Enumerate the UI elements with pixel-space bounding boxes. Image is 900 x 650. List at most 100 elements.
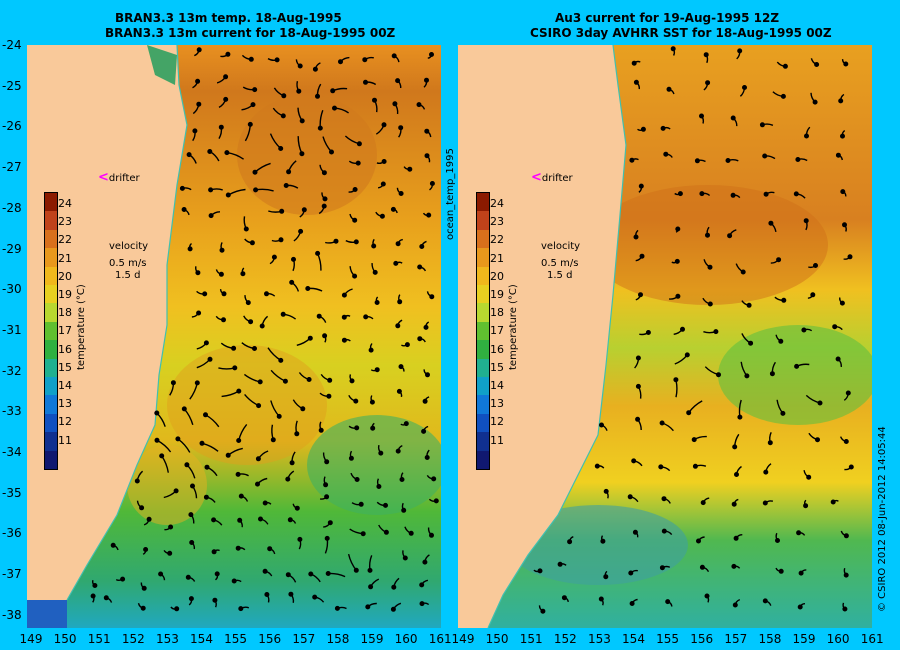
current-vector-head (195, 270, 201, 276)
longitude-tick-label: 160 (394, 632, 418, 646)
current-vector-head (294, 505, 300, 511)
current-vector-head (843, 533, 849, 539)
current-vector-head (424, 455, 430, 461)
current-vector-head (188, 512, 194, 518)
current-vector-head (291, 256, 297, 262)
current-vector-head (398, 125, 404, 131)
current-vector-head (732, 444, 738, 450)
current-vector-head (287, 517, 293, 523)
current-vector-head (181, 206, 187, 212)
current-vector-head (299, 151, 305, 157)
colorbar-segment (45, 340, 57, 360)
left-temperature-field (27, 45, 441, 628)
ocean-temp-label: ocean_temp_1995 (445, 148, 456, 240)
current-vector-head (322, 333, 328, 339)
current-vector-head (707, 264, 713, 270)
current-vector-head (301, 207, 307, 213)
current-vector-head (158, 571, 164, 577)
copyright-text: © CSIRO 2012 08-Jun-2012 14:05:44 (877, 426, 888, 612)
current-vector-head (812, 99, 818, 105)
current-vector-head (767, 440, 773, 446)
left-current-vectors (90, 47, 439, 612)
colorbar-tick-label: 11 (58, 433, 72, 447)
colorbar-tick-label: 14 (490, 379, 504, 392)
latitude-tick-label: -30 (2, 282, 22, 297)
current-vector-head (401, 507, 407, 513)
colorbar-label: temperature (°C) (76, 284, 87, 370)
colorbar-tick-label: 21 (490, 251, 504, 265)
current-vector-head (425, 372, 431, 378)
current-vector-head (737, 414, 743, 420)
current-vector-head (325, 571, 331, 577)
current-vector-head (666, 86, 672, 92)
current-vector-head (733, 535, 739, 541)
current-vector-head (306, 377, 312, 383)
current-vector-head (731, 501, 737, 507)
current-vector-head (220, 317, 226, 323)
colorbar-segment (477, 211, 489, 231)
current-vector-head (90, 593, 96, 599)
current-vector-head (280, 113, 286, 119)
current-vector-head (288, 591, 294, 597)
latitude-tick-label: -31 (2, 322, 22, 337)
current-vector-head (732, 602, 738, 608)
current-vector-head (279, 208, 285, 214)
longitude-tick-label: 155 (656, 632, 680, 646)
colorbar-segment (45, 377, 57, 396)
right-land-mass (458, 45, 626, 628)
colorbar-segment (477, 303, 489, 323)
current-vector-head (730, 192, 736, 198)
current-vector-head (285, 476, 291, 482)
current-vector-head (263, 291, 269, 297)
current-vector-head (368, 584, 374, 590)
current-vector-head (174, 606, 180, 612)
current-vector-head (843, 439, 849, 445)
current-vector-head (737, 48, 743, 54)
current-vector-head (154, 410, 160, 416)
current-vector-head (326, 393, 332, 399)
current-vector-head (540, 608, 546, 614)
current-vector-head (170, 380, 176, 386)
current-vector-head (362, 57, 368, 63)
current-vector-head (835, 152, 841, 158)
drifter-marker-left: <drifter (98, 170, 140, 185)
current-vector-head (594, 463, 600, 469)
current-vector-head (181, 406, 187, 412)
current-vector-head (211, 517, 217, 523)
current-vector-head (429, 532, 435, 538)
current-vector-head (734, 472, 740, 478)
current-vector-head (796, 530, 802, 536)
current-vector-head (378, 450, 384, 456)
current-vector-head (398, 364, 404, 370)
current-vector-head (323, 482, 329, 488)
current-vector-head (645, 330, 651, 336)
current-vector-head (159, 453, 165, 459)
current-vector-head (224, 150, 230, 156)
longitude-tick-label: 159 (360, 632, 384, 646)
latitude-tick-label: -37 (2, 567, 22, 582)
current-vector-head (257, 516, 263, 522)
current-vector-head (426, 212, 432, 218)
current-vector-head (208, 187, 214, 193)
current-vector-head (199, 440, 205, 446)
left-title-line2: BRAN3.3 13m current for 18-Aug-1995 00Z (105, 26, 396, 40)
colorbar-segment (45, 266, 57, 286)
current-vector-head (189, 540, 195, 546)
longitude-tick-label: 149 (19, 632, 43, 646)
colorbar-tick-label: 13 (490, 397, 504, 411)
current-vector-head (211, 549, 217, 555)
current-vector-head (716, 372, 722, 378)
current-vector-head (780, 410, 786, 416)
colorbar-tick-label: 12 (490, 415, 504, 429)
current-vector-head (419, 582, 425, 588)
current-vector-head (252, 87, 258, 93)
current-vector-head (194, 380, 200, 386)
current-vector-head (202, 412, 208, 418)
current-vector-head (324, 535, 330, 541)
current-vector-head (271, 254, 277, 260)
current-vector-head (315, 250, 321, 256)
current-vector-head (395, 323, 401, 329)
current-vector-head (762, 598, 768, 604)
current-vector-head (355, 160, 361, 166)
colorbar-tick-label: 20 (490, 269, 504, 283)
